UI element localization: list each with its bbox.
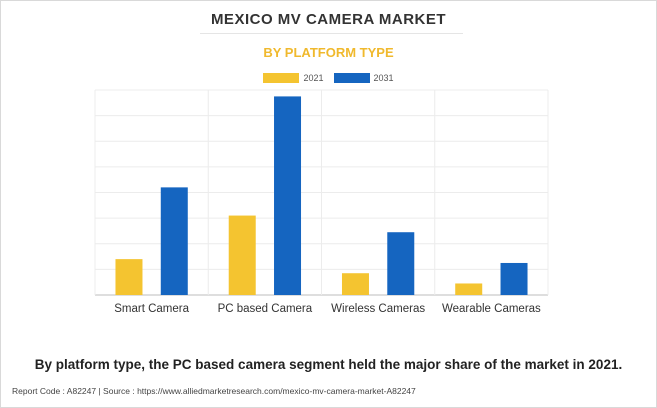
chart-subtitle: BY PLATFORM TYPE xyxy=(263,45,394,60)
x-tick-label: Wearable Cameras xyxy=(442,303,541,315)
title-divider xyxy=(200,33,463,34)
chart-title: MEXICO MV CAMERA MARKET xyxy=(210,11,447,28)
legend-label-2031: 2031 xyxy=(373,73,394,83)
x-tick-label: Smart Camera xyxy=(114,303,189,315)
legend-swatch-2031 xyxy=(333,73,370,83)
chart-caption: By platform type, the PC based camera se… xyxy=(34,357,623,372)
bar-pc-based-camera-2021 xyxy=(228,215,256,295)
legend-swatch-2021 xyxy=(263,73,300,83)
legend-label-2021: 2021 xyxy=(303,73,324,83)
x-tick-label: Wireless Cameras xyxy=(331,303,425,315)
chart-legend: 2021 2031 xyxy=(0,73,657,83)
legend-item-2031: 2031 xyxy=(333,73,394,83)
x-tick-label: PC based Camera xyxy=(218,303,313,315)
report-footer: Report Code : A82247 | Source : https://… xyxy=(12,386,416,396)
legend-item-2021: 2021 xyxy=(263,73,324,83)
bar-wireless-cameras-2031 xyxy=(387,232,415,295)
bar-pc-based-camera-2031 xyxy=(274,96,302,295)
bar-smart-camera-2021 xyxy=(115,259,143,295)
bar-wearable-cameras-2031 xyxy=(500,262,528,295)
bar-wearable-cameras-2021 xyxy=(455,283,483,295)
bar-wireless-cameras-2021 xyxy=(341,273,369,295)
bar-smart-camera-2031 xyxy=(160,187,188,295)
